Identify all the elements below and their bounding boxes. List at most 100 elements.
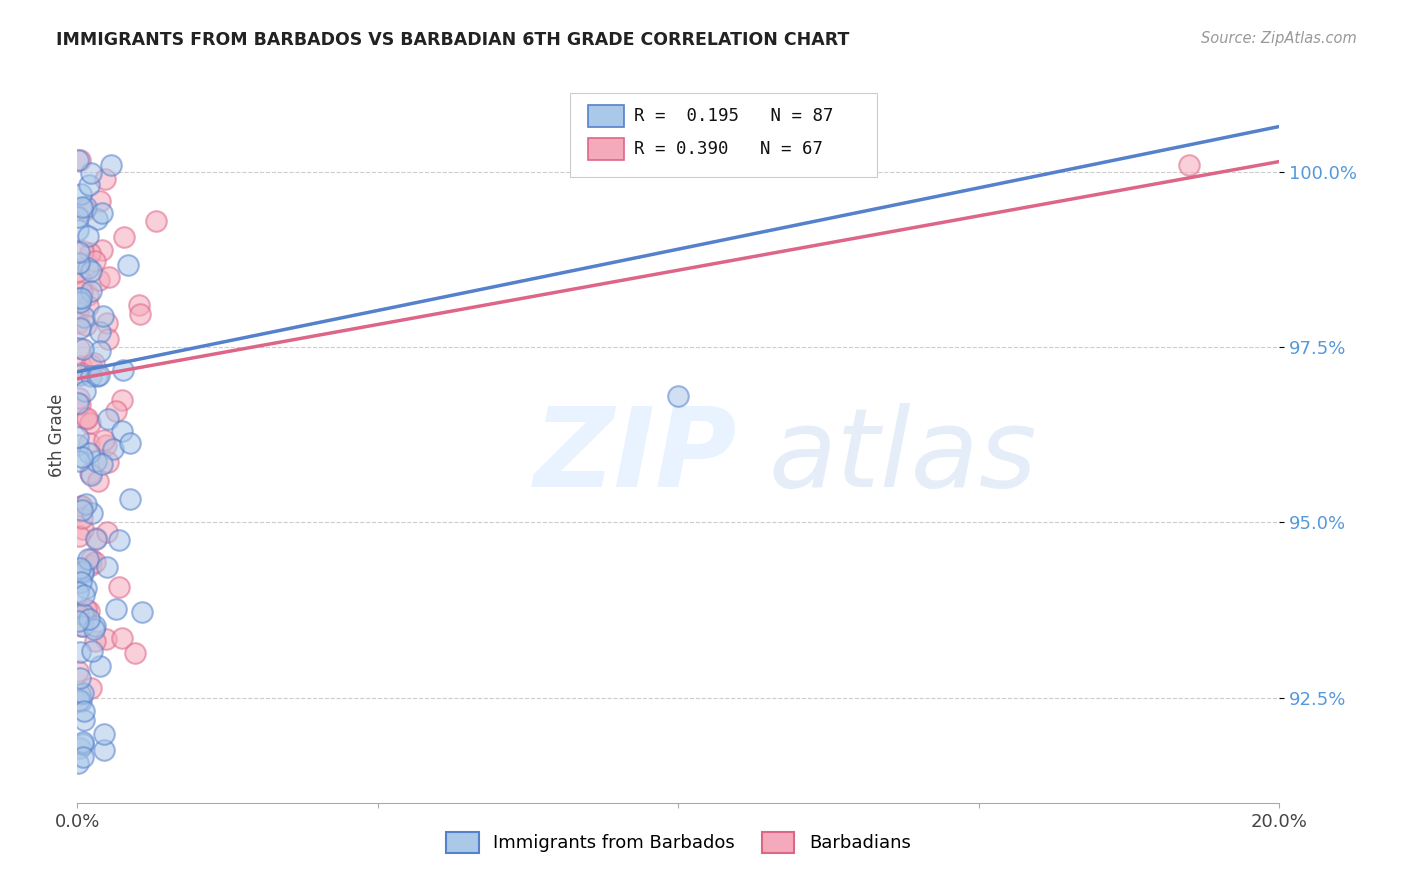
- Point: [77, 288, 100, 302]
- Point: [75, 496, 97, 510]
- Text: atlas: atlas: [769, 403, 1038, 510]
- Point: [72, 244, 94, 258]
- Point: [67, 153, 90, 167]
- Point: [80, 264, 103, 278]
- Point: [80, 506, 103, 520]
- Point: [76, 581, 98, 595]
- Point: [73, 713, 96, 727]
- Point: [108, 533, 131, 547]
- Point: [77, 604, 100, 618]
- Point: [70, 503, 93, 517]
- Point: [75, 602, 97, 616]
- Point: [96, 411, 118, 425]
- Point: [77, 299, 100, 313]
- Point: [80, 368, 103, 383]
- Point: [124, 646, 146, 660]
- Point: [76, 411, 98, 425]
- Point: [80, 681, 103, 696]
- Point: [67, 565, 90, 579]
- Point: [84, 532, 107, 546]
- Point: [67, 256, 90, 270]
- Point: [94, 632, 117, 646]
- Point: [67, 223, 90, 237]
- Point: [72, 522, 94, 536]
- Point: [69, 671, 91, 685]
- Point: [80, 284, 103, 298]
- Point: [77, 436, 100, 450]
- Point: [80, 551, 103, 566]
- Point: [111, 393, 134, 408]
- Point: [75, 411, 97, 425]
- Point: [67, 529, 90, 543]
- Point: [69, 153, 91, 168]
- Point: [77, 261, 100, 276]
- Point: [72, 564, 94, 578]
- Point: [66, 438, 89, 452]
- Point: [97, 332, 120, 346]
- Point: [77, 178, 100, 193]
- Point: [66, 614, 89, 628]
- Point: [80, 166, 103, 180]
- Text: IMMIGRANTS FROM BARBADOS VS BARBADIAN 6TH GRADE CORRELATION CHART: IMMIGRANTS FROM BARBADOS VS BARBADIAN 6T…: [56, 31, 849, 49]
- Point: [79, 417, 101, 431]
- Point: [111, 424, 134, 438]
- Point: [114, 230, 136, 244]
- Point: [66, 756, 89, 771]
- Point: [91, 310, 114, 324]
- Point: [79, 246, 101, 260]
- Text: R = 0.390   N = 67: R = 0.390 N = 67: [634, 140, 823, 158]
- Point: [70, 499, 93, 513]
- Bar: [588, 138, 624, 161]
- Point: [75, 607, 97, 622]
- Point: [84, 454, 107, 468]
- Point: [72, 619, 94, 633]
- Point: [72, 285, 94, 299]
- FancyBboxPatch shape: [571, 93, 877, 178]
- Point: [103, 442, 125, 457]
- Point: [104, 404, 127, 418]
- Point: [75, 318, 97, 332]
- Point: [72, 200, 94, 214]
- Point: [117, 258, 139, 272]
- Legend: Immigrants from Barbados, Barbadians: Immigrants from Barbados, Barbadians: [439, 825, 918, 860]
- Text: R =  0.195   N = 87: R = 0.195 N = 87: [634, 107, 834, 125]
- Point: [67, 341, 90, 355]
- Text: Source: ZipAtlas.com: Source: ZipAtlas.com: [1201, 31, 1357, 46]
- Point: [67, 292, 90, 306]
- Point: [118, 436, 141, 450]
- Point: [67, 564, 90, 578]
- Point: [96, 316, 118, 330]
- Point: [76, 229, 98, 244]
- Text: ZIP: ZIP: [534, 403, 738, 510]
- Point: [69, 741, 91, 756]
- Point: [70, 366, 93, 380]
- Point: [97, 455, 120, 469]
- Point: [80, 558, 103, 573]
- Point: [66, 264, 89, 278]
- Point: [66, 585, 89, 599]
- Point: [100, 158, 122, 172]
- Point: [80, 358, 103, 372]
- Point: [69, 291, 91, 305]
- Point: [67, 692, 90, 706]
- Point: [69, 574, 91, 589]
- Point: [668, 389, 690, 403]
- Bar: [588, 105, 624, 128]
- Point: [83, 618, 105, 632]
- Point: [67, 454, 90, 468]
- Point: [89, 659, 111, 673]
- Point: [83, 356, 105, 370]
- Point: [86, 368, 108, 383]
- Point: [84, 532, 107, 546]
- Point: [73, 705, 96, 719]
- Point: [69, 320, 91, 334]
- Point: [72, 566, 94, 581]
- Point: [69, 187, 91, 202]
- Point: [93, 726, 115, 740]
- Point: [89, 344, 111, 359]
- Point: [75, 200, 97, 214]
- Point: [67, 396, 90, 410]
- Point: [80, 644, 103, 658]
- Point: [73, 384, 96, 398]
- Point: [67, 664, 90, 678]
